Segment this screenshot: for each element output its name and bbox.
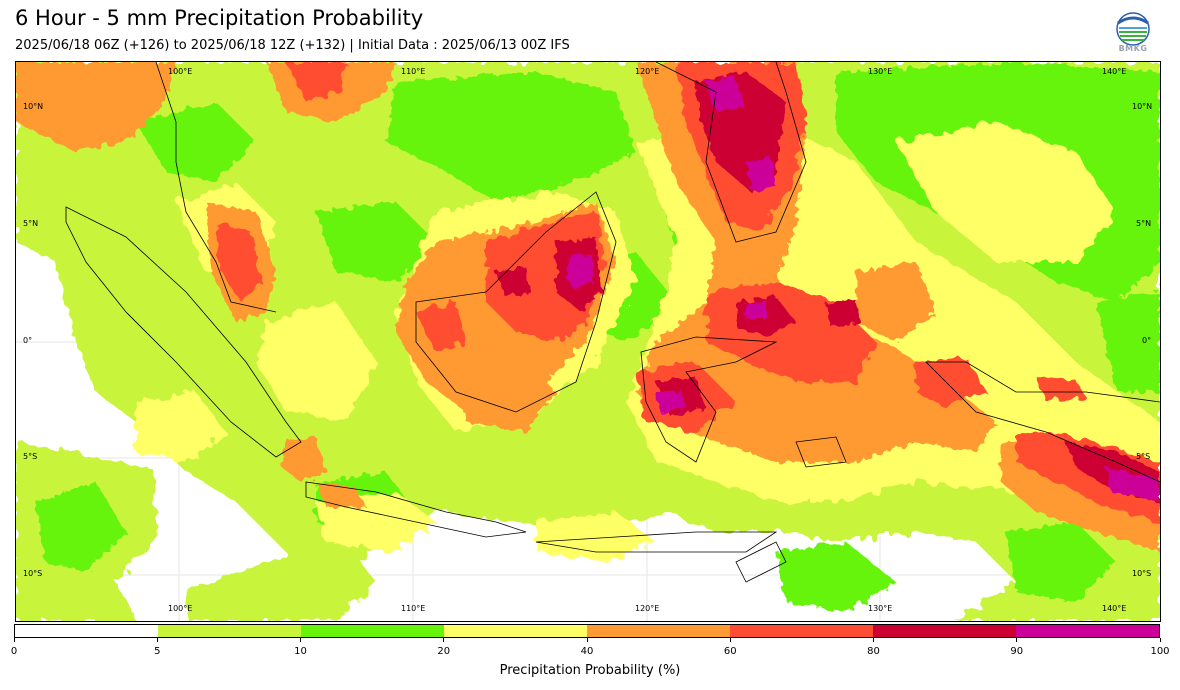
- lon-label-top: 140°E: [1102, 67, 1127, 76]
- lon-label-bottom: 100°E: [168, 604, 193, 613]
- logo-text: BMKG: [1118, 44, 1148, 53]
- lon-label-bottom: 120°E: [635, 604, 660, 613]
- colorbar-tick-label: 80: [867, 646, 880, 657]
- lat-label-right: 5°N: [1136, 219, 1152, 228]
- colorbar-segment: [873, 625, 1016, 637]
- colorbar-segment: [301, 625, 444, 637]
- colorbar-tick-label: 5: [154, 646, 161, 657]
- lat-label-left: 10°S: [23, 569, 43, 578]
- colorbar-segment: [158, 625, 301, 637]
- colorbar-tick-label: 10: [294, 646, 307, 657]
- lat-label-left: 0°: [23, 336, 33, 345]
- lon-label-bottom: 130°E: [868, 604, 893, 613]
- colorbar-tick-label: 0: [10, 646, 18, 657]
- colorbar-tickmark: [156, 638, 158, 642]
- lat-label-left: 10°N: [23, 102, 44, 111]
- colorbar-tickmark: [729, 638, 731, 642]
- colorbar-segment: [730, 625, 873, 637]
- colorbar-tickmark: [1159, 638, 1161, 642]
- colorbar-tick-label: 20: [437, 646, 451, 657]
- lat-label-right: 5°S: [1136, 452, 1151, 461]
- lon-label-top: 100°E: [168, 67, 193, 76]
- colorbar-tick-label: 90: [1010, 646, 1024, 657]
- colorbar-segment: [444, 625, 587, 637]
- lat-label-left: 5°S: [23, 452, 38, 461]
- coastlines: [65, 62, 1160, 583]
- colorbar: [14, 624, 1160, 638]
- lon-label-top: 130°E: [868, 67, 893, 76]
- map-canvas: [16, 62, 1160, 621]
- colorbar-segment: [1016, 625, 1159, 637]
- prob-layer-90-100: [566, 77, 1160, 502]
- prob-layer-80-90: [496, 72, 1160, 502]
- lat-label-right: 0°: [1142, 336, 1152, 345]
- colorbar-tick-label: 100: [1150, 646, 1170, 657]
- lat-label-right: 10°S: [1132, 569, 1152, 578]
- colorbar-tickmark: [300, 638, 301, 642]
- lon-label-bottom: 140°E: [1102, 604, 1127, 613]
- lat-label-left: 5°N: [23, 219, 39, 228]
- colorbar-tick-label: 60: [723, 646, 737, 657]
- colorbar-tickmark: [586, 638, 588, 642]
- colorbar-segment: [587, 625, 730, 637]
- colorbar-tickmark: [873, 638, 874, 642]
- chart-subtitle: 2025/06/18 06Z (+126) to 2025/06/18 12Z …: [15, 38, 570, 53]
- colorbar-tickmark: [443, 638, 445, 642]
- lat-label-right: 10°N: [1132, 102, 1153, 111]
- bmkg-logo: [1116, 12, 1150, 46]
- colorbar-label: Precipitation Probability (%): [499, 663, 681, 678]
- colorbar-tick-label: 40: [580, 646, 594, 657]
- lon-label-top: 120°E: [635, 67, 660, 76]
- colorbar-tickmark: [13, 638, 15, 642]
- colorbar-tickmark: [1016, 638, 1018, 642]
- lon-label-top: 110°E: [401, 67, 426, 76]
- colorbar-segment: [15, 625, 158, 637]
- lon-label-bottom: 110°E: [401, 604, 426, 613]
- precipitation-map: 100°E 110°E 120°E 130°E 140°E 100°E 110°…: [15, 61, 1161, 622]
- chart-title: 6 Hour - 5 mm Precipitation Probability: [15, 6, 424, 30]
